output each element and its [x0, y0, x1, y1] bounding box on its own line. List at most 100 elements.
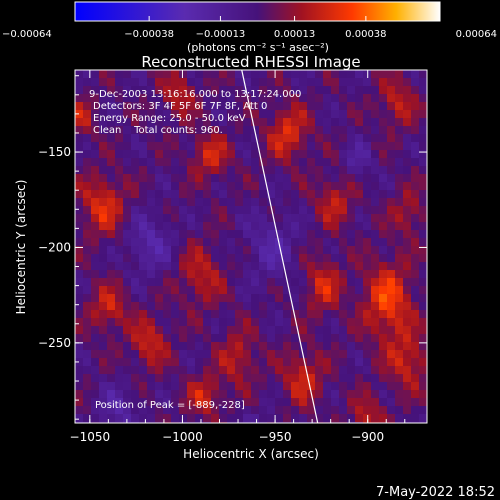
heatmap-cell [283, 126, 292, 135]
heatmap-cell [395, 326, 404, 335]
heatmap-cell [227, 358, 236, 367]
heatmap-cell [331, 190, 340, 199]
heatmap-cell [267, 262, 276, 271]
heatmap-cell [267, 86, 276, 95]
heatmap-cell [171, 198, 180, 207]
annotation-energy: Energy Range: 25.0 - 50.0 keV [93, 113, 246, 124]
heatmap-cell [243, 342, 252, 351]
heatmap-cell [411, 246, 420, 255]
heatmap-cell [291, 110, 300, 119]
heatmap-cell [307, 334, 316, 343]
heatmap-cell [323, 142, 332, 151]
heatmap-cell [395, 230, 404, 239]
heatmap-cell [83, 134, 92, 143]
heatmap-cell [107, 246, 116, 255]
heatmap-cell [419, 86, 427, 95]
heatmap-cell [339, 270, 348, 279]
heatmap-cell [115, 358, 124, 367]
heatmap-cell [355, 126, 364, 135]
heatmap-cell [195, 246, 204, 255]
heatmap-cell [147, 78, 156, 87]
heatmap-cell [219, 382, 228, 391]
heatmap-cell [219, 158, 228, 167]
heatmap-cell [115, 278, 124, 287]
heatmap-cell [131, 174, 140, 183]
heatmap-cell [147, 174, 156, 183]
heatmap-cell [187, 206, 196, 215]
heatmap-cell [315, 238, 324, 247]
heatmap-cell [219, 270, 228, 279]
heatmap-cell [315, 94, 324, 103]
heatmap-cell [403, 254, 412, 263]
heatmap-cell [339, 310, 348, 319]
heatmap-cell [411, 198, 420, 207]
heatmap-cell [347, 270, 356, 279]
heatmap-cell [403, 350, 412, 359]
heatmap-cell [331, 294, 340, 303]
heatmap-cell [115, 246, 124, 255]
heatmap-cell [251, 374, 260, 383]
heatmap-cell [139, 270, 148, 279]
heatmap-cell [187, 254, 196, 263]
heatmap-cell [235, 302, 244, 311]
heatmap-cell [323, 294, 332, 303]
heatmap-cell [395, 286, 404, 295]
heatmap-cell [203, 334, 212, 343]
heatmap-cell [395, 398, 404, 407]
heatmap-cell [91, 390, 100, 399]
heatmap-cell [147, 318, 156, 327]
heatmap-cell [283, 134, 292, 143]
colorbar-tick-label: −0.00038 [124, 29, 174, 40]
heatmap-cell [75, 254, 84, 263]
heatmap-cell [267, 358, 276, 367]
heatmap-cell [411, 78, 420, 87]
heatmap-cell [235, 230, 244, 239]
heatmap-cell [99, 302, 108, 311]
heatmap-cell [411, 102, 420, 111]
heatmap-cell [331, 86, 340, 95]
heatmap-cell [403, 414, 412, 423]
heatmap-cell [299, 398, 308, 407]
heatmap-cell [339, 222, 348, 231]
heatmap-cell [155, 286, 164, 295]
heatmap-cell [291, 310, 300, 319]
heatmap-cell [339, 158, 348, 167]
heatmap-cell [187, 158, 196, 167]
heatmap-cell [275, 406, 284, 415]
heatmap-cell [275, 102, 284, 111]
heatmap-cell [107, 382, 116, 391]
heatmap-cell [211, 118, 220, 127]
heatmap-cell [363, 254, 372, 263]
heatmap-cell [283, 294, 292, 303]
heatmap-cell [147, 358, 156, 367]
heatmap-cell [315, 134, 324, 143]
heatmap-cell [395, 390, 404, 399]
heatmap-cell [147, 374, 156, 383]
heatmap-cell [171, 70, 180, 79]
heatmap-cell [387, 398, 396, 407]
heatmap-cell [115, 414, 124, 423]
heatmap-cell [307, 326, 316, 335]
heatmap-cell [147, 110, 156, 119]
heatmap-cell [163, 350, 172, 359]
heatmap-cell [163, 358, 172, 367]
heatmap-cell [243, 174, 252, 183]
heatmap-cell [99, 158, 108, 167]
heatmap-cell [307, 406, 316, 415]
heatmap-cell [283, 318, 292, 327]
heatmap-cell [395, 102, 404, 111]
heatmap-cell [187, 110, 196, 119]
heatmap-cell [347, 214, 356, 223]
heatmap-cell [331, 110, 340, 119]
heatmap-cell [387, 310, 396, 319]
heatmap-cell [235, 206, 244, 215]
heatmap-cell [155, 366, 164, 375]
heatmap-cell [307, 310, 316, 319]
heatmap-cell [259, 254, 268, 263]
heatmap-cell [187, 358, 196, 367]
heatmap-cell [331, 414, 340, 423]
heatmap-cell [331, 366, 340, 375]
heatmap-cell [315, 294, 324, 303]
heatmap-cell [107, 134, 116, 143]
heatmap-cell [75, 118, 84, 127]
